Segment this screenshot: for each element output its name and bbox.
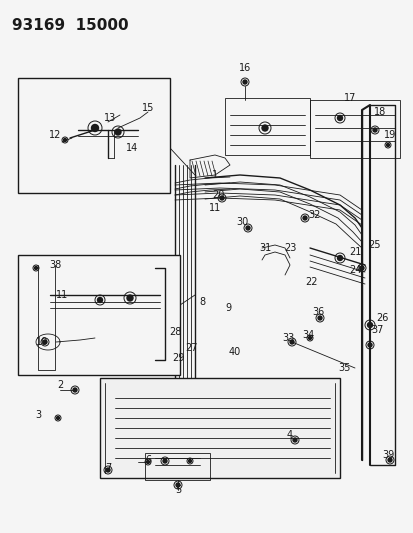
Bar bbox=[100, 378, 339, 478]
Circle shape bbox=[359, 266, 363, 270]
Bar bbox=[145, 453, 209, 480]
Circle shape bbox=[106, 468, 110, 472]
Circle shape bbox=[261, 125, 267, 131]
Text: 19: 19 bbox=[383, 130, 395, 140]
Text: 22: 22 bbox=[305, 277, 318, 287]
Circle shape bbox=[245, 226, 249, 230]
Circle shape bbox=[302, 216, 306, 220]
Circle shape bbox=[372, 128, 376, 132]
Text: 8: 8 bbox=[199, 297, 204, 307]
Circle shape bbox=[308, 336, 311, 340]
Text: 21: 21 bbox=[348, 247, 360, 257]
Text: 12: 12 bbox=[49, 130, 61, 140]
Circle shape bbox=[91, 125, 98, 132]
Circle shape bbox=[127, 295, 133, 301]
Text: 20: 20 bbox=[211, 190, 224, 200]
Bar bbox=[18, 255, 180, 375]
Circle shape bbox=[367, 343, 371, 347]
Text: 7: 7 bbox=[104, 463, 111, 473]
Circle shape bbox=[367, 322, 372, 327]
Text: 25: 25 bbox=[368, 240, 380, 250]
Circle shape bbox=[56, 416, 59, 419]
Text: 5: 5 bbox=[174, 485, 181, 495]
Text: 27: 27 bbox=[185, 343, 198, 353]
Circle shape bbox=[163, 459, 166, 463]
Text: 36: 36 bbox=[311, 307, 323, 317]
Text: 30: 30 bbox=[235, 217, 247, 227]
Text: 31: 31 bbox=[258, 243, 271, 253]
Circle shape bbox=[176, 483, 180, 487]
Text: 1: 1 bbox=[211, 170, 218, 180]
Circle shape bbox=[317, 316, 321, 320]
Text: 4: 4 bbox=[286, 430, 292, 440]
Text: 14: 14 bbox=[126, 143, 138, 153]
Text: 17: 17 bbox=[343, 93, 355, 103]
Circle shape bbox=[242, 80, 247, 84]
Circle shape bbox=[289, 340, 293, 344]
Text: 32: 32 bbox=[308, 210, 320, 220]
Circle shape bbox=[43, 340, 47, 344]
Text: 10: 10 bbox=[36, 337, 48, 347]
Circle shape bbox=[386, 143, 389, 147]
Text: 39: 39 bbox=[381, 450, 393, 460]
Bar bbox=[224, 98, 309, 155]
Circle shape bbox=[292, 438, 296, 442]
Text: 9: 9 bbox=[224, 303, 230, 313]
Text: 38: 38 bbox=[49, 260, 61, 270]
Text: 6: 6 bbox=[145, 455, 151, 465]
Text: 34: 34 bbox=[301, 330, 313, 340]
Text: 37: 37 bbox=[371, 325, 383, 335]
Circle shape bbox=[188, 459, 191, 463]
Circle shape bbox=[146, 461, 149, 464]
Text: 35: 35 bbox=[338, 363, 350, 373]
Bar bbox=[309, 100, 399, 158]
Circle shape bbox=[337, 255, 342, 261]
Circle shape bbox=[34, 266, 38, 270]
Circle shape bbox=[97, 297, 102, 303]
Circle shape bbox=[337, 116, 342, 120]
Text: 33: 33 bbox=[281, 333, 293, 343]
Text: 23: 23 bbox=[283, 243, 295, 253]
Text: 28: 28 bbox=[169, 327, 181, 337]
Circle shape bbox=[73, 388, 77, 392]
Text: 29: 29 bbox=[171, 353, 184, 363]
Text: 16: 16 bbox=[238, 63, 251, 73]
Text: 26: 26 bbox=[375, 313, 387, 323]
Text: 11: 11 bbox=[56, 290, 68, 300]
Text: 15: 15 bbox=[142, 103, 154, 113]
Text: 40: 40 bbox=[228, 347, 240, 357]
Circle shape bbox=[219, 196, 223, 200]
Text: 24: 24 bbox=[348, 265, 360, 275]
Text: 18: 18 bbox=[373, 107, 385, 117]
Circle shape bbox=[63, 139, 66, 141]
Text: 3: 3 bbox=[35, 410, 41, 420]
Text: 13: 13 bbox=[104, 113, 116, 123]
Circle shape bbox=[115, 129, 121, 135]
Text: 2: 2 bbox=[57, 380, 63, 390]
Text: 11: 11 bbox=[209, 203, 221, 213]
Circle shape bbox=[387, 458, 391, 462]
Bar bbox=[18, 78, 170, 193]
Text: 93169  15000: 93169 15000 bbox=[12, 18, 128, 33]
